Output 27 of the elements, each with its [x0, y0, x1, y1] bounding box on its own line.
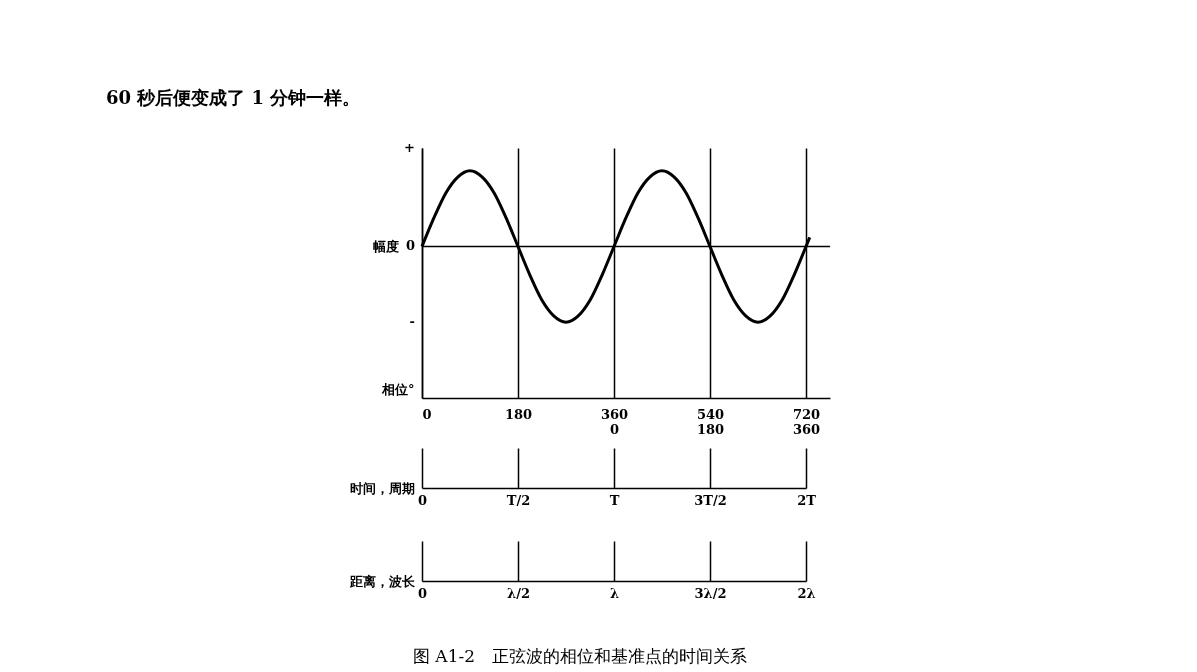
category-label: 3λ/2 — [694, 585, 727, 601]
x2-tick-label: 0 — [609, 421, 620, 437]
category-label: 0 — [417, 492, 428, 508]
category-label: λ — [609, 585, 620, 601]
x2-tick-label: 180 — [696, 421, 725, 437]
x-tick-label: 720 — [792, 406, 821, 422]
category-label: 3T/2 — [694, 492, 727, 508]
category-label: 2λ — [797, 585, 816, 601]
x-tick-label: 540 — [696, 406, 725, 422]
x-tick-label: 360 — [600, 406, 629, 422]
category-label: λ/2 — [507, 585, 530, 601]
x-tick-label: 180 — [504, 406, 533, 422]
text: + — [404, 140, 415, 155]
x-axis-title: 相位° — [381, 381, 415, 397]
text: 距离，波长 — [348, 573, 416, 589]
x2-tick-label: 360 — [792, 421, 821, 437]
x-tick-label: 0 — [422, 406, 432, 422]
category-label: T/2 — [506, 492, 531, 508]
text: 0 — [405, 238, 415, 254]
text: 60 秒后便变成了 1 分钟一样。 — [106, 86, 361, 110]
text: 时间，周期 — [349, 480, 415, 496]
text: 图 A1-2 正弦波的相位和基准点的时间关系 — [411, 645, 749, 668]
y-axis-title: 幅度 — [372, 238, 399, 254]
category-label: 0 — [417, 585, 428, 601]
text: - — [409, 314, 415, 330]
category-label: T — [609, 492, 620, 508]
category-label: 2T — [797, 492, 817, 508]
